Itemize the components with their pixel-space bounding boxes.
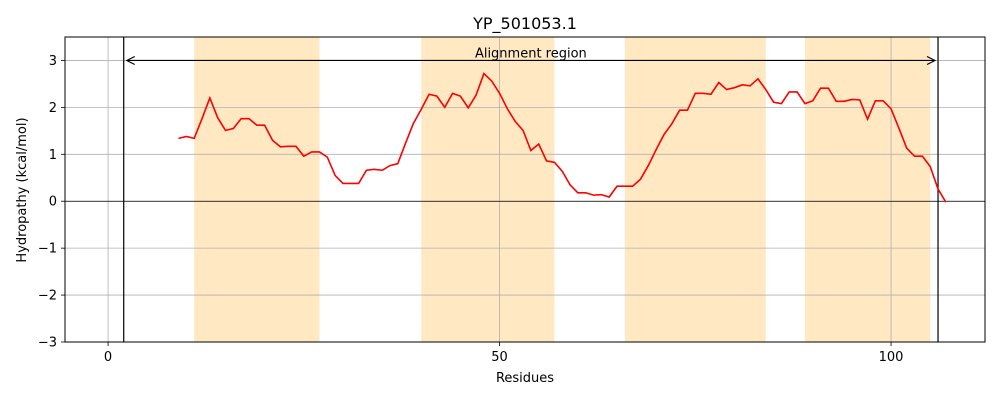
y-tick-label-2: −1: [38, 242, 57, 257]
y-tick-label-1: −2: [38, 289, 57, 304]
arrow-head-right: [926, 55, 937, 65]
shaded-region-1: [421, 37, 555, 342]
alignment-arrow: [125, 55, 937, 65]
x-tick-label-0: 0: [104, 350, 112, 365]
shaded-region-0: [194, 37, 320, 342]
y-tick-label-5: 2: [49, 101, 57, 116]
shaded-region-2: [624, 37, 766, 342]
x-tick-label-2: 100: [879, 350, 904, 365]
x-axis-ticks: 0 50 100: [104, 342, 904, 365]
y-tick-label-0: −3: [38, 336, 57, 351]
series-line: [178, 72, 947, 203]
y-tick-label-3: 0: [49, 195, 57, 210]
y-tick-label-4: 1: [49, 148, 57, 163]
arrow-head-left: [125, 55, 135, 65]
y-tick-label-6: 3: [49, 54, 57, 69]
y-axis-label: Hydropathy (kcal/mol): [15, 117, 30, 262]
shaded-regions: [194, 37, 931, 342]
y-axis-ticks: −3 −2 −1 0 1 2 3: [38, 54, 65, 351]
x-axis-label: Residues: [496, 371, 554, 386]
chart-title: YP_501053.1: [472, 14, 577, 34]
plot-frame: [64, 36, 986, 343]
shaded-region-3: [804, 37, 931, 342]
x-tick-label-1: 50: [491, 350, 508, 365]
alignment-region-label: Alignment region: [475, 46, 587, 61]
